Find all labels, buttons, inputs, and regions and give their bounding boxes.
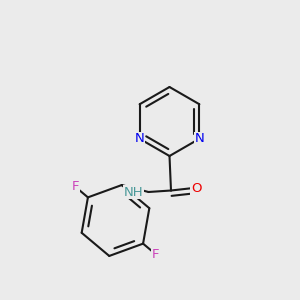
Text: O: O bbox=[191, 182, 202, 195]
Text: N: N bbox=[194, 132, 204, 145]
Text: N: N bbox=[135, 132, 145, 145]
Text: F: F bbox=[152, 248, 160, 261]
Text: F: F bbox=[71, 180, 79, 193]
Text: NH: NH bbox=[124, 185, 143, 199]
